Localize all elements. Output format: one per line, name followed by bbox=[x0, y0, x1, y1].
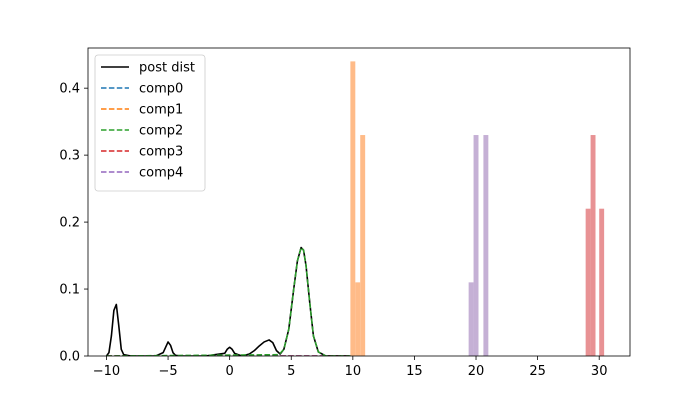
y-tick-label: 0.4 bbox=[59, 82, 80, 97]
legend-label-comp0: comp0 bbox=[139, 82, 183, 97]
x-tick-label: −10 bbox=[93, 364, 120, 379]
x-tick-label: 0 bbox=[226, 364, 234, 379]
histogram-bar-0-2 bbox=[360, 135, 366, 356]
x-tick-label: −5 bbox=[158, 364, 177, 379]
x-tick-label: 10 bbox=[345, 364, 362, 379]
axes-frame bbox=[87, 47, 631, 357]
x-tick-label: 20 bbox=[468, 364, 485, 379]
histogram-bar-0-1 bbox=[355, 282, 361, 356]
x-tick-label: 30 bbox=[591, 364, 608, 379]
histogram-bar-1-0 bbox=[468, 282, 474, 356]
histogram-bar-0-0 bbox=[350, 61, 356, 356]
series-line-comp2 bbox=[106, 246, 351, 356]
x-tick-label: 15 bbox=[406, 364, 423, 379]
legend-label-comp3: comp3 bbox=[139, 145, 183, 160]
histogram-bar-2-0 bbox=[585, 208, 591, 356]
plot-area bbox=[105, 61, 605, 356]
histogram-bar-2-2 bbox=[599, 208, 605, 356]
y-tick-label: 0.1 bbox=[59, 283, 80, 298]
histogram-bar-2-1 bbox=[590, 135, 596, 356]
y-tick-label: 0.3 bbox=[59, 149, 80, 164]
legend-box bbox=[94, 54, 206, 192]
legend-label-comp1: comp1 bbox=[139, 103, 183, 118]
histogram-bar-1-1 bbox=[473, 135, 479, 356]
y-tick-label: 0.2 bbox=[59, 216, 80, 231]
histogram-bar-1-2 bbox=[483, 135, 489, 356]
axes: −10 −5 0 5 10 15 20 25 30 0.0 0.1 0.2 0.3 0.4 bbox=[59, 47, 631, 379]
x-tick-label: 5 bbox=[287, 364, 295, 379]
y-tick-label: 0.0 bbox=[59, 350, 80, 365]
legend: post dist comp0 comp1 comp2 comp3 comp4 bbox=[94, 54, 206, 192]
legend-label-comp2: comp2 bbox=[139, 124, 183, 139]
legend-label-comp4: comp4 bbox=[139, 166, 183, 181]
x-tick-label: 25 bbox=[529, 364, 546, 379]
legend-label-post-dist: post dist bbox=[139, 61, 195, 76]
